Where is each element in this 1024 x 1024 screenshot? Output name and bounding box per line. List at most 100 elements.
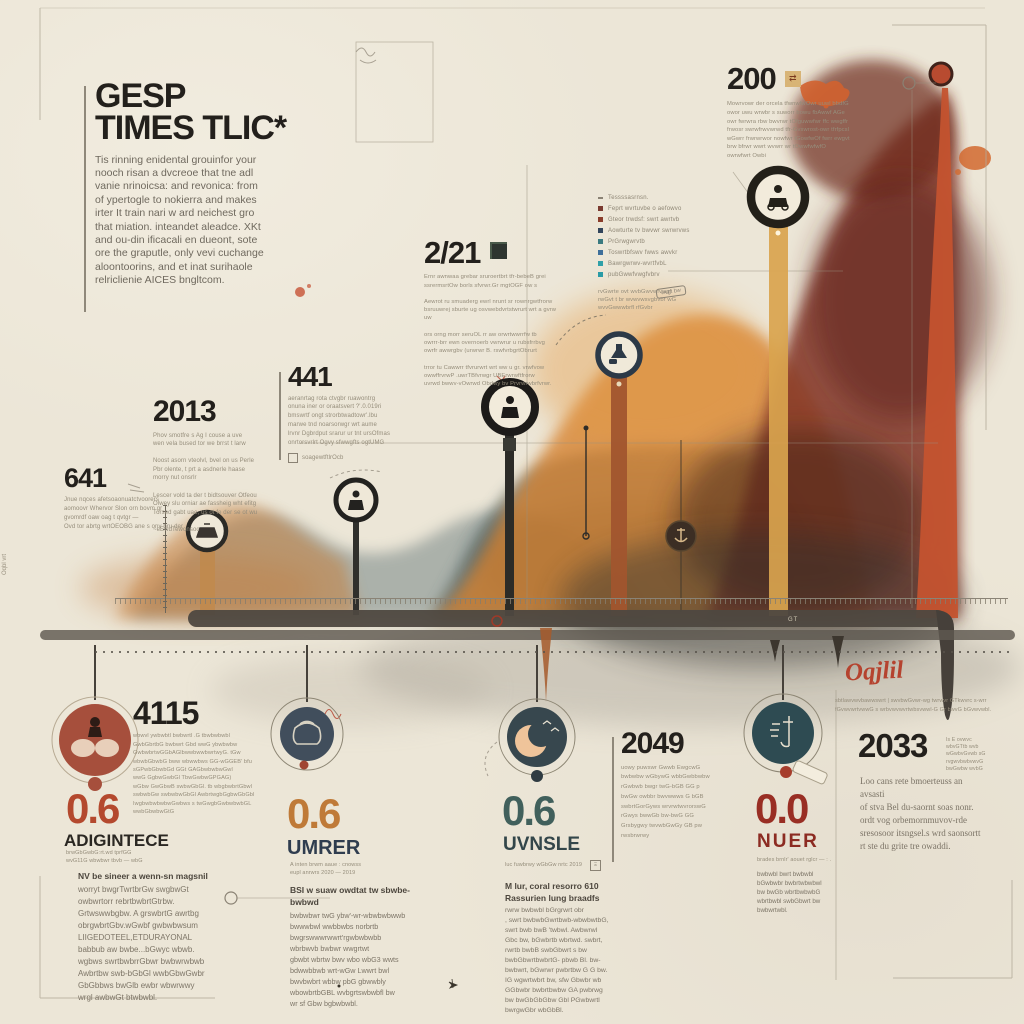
legend-bullet: [598, 272, 603, 277]
legend-item: Aowturte tv bwvwr swrwrvws: [598, 225, 690, 236]
block-2033-side: Is E ovwvc wbvGTtb wvb wGwbvGvwb sG rvgw…: [946, 737, 986, 772]
legend-bullet: [598, 250, 603, 255]
legend-bullet: [598, 206, 603, 211]
red-spike: [916, 88, 958, 618]
col1-stat: 0.6: [66, 785, 120, 832]
corner-frames: [39, 7, 1013, 999]
legend-item: Tessssasrnsn.: [598, 192, 690, 203]
orange-glow: [530, 290, 770, 450]
block-2049-body: uowy puwswr Gwwb EwgcwG bwbwbw wGbywG wb…: [621, 764, 710, 840]
col1-lead: NV be sineer a wenn-sn magsnil: [78, 871, 208, 881]
col3-body: rwrw bwbwbl bGrgrwrt obr , swrt bwbwbGwr…: [505, 907, 609, 1014]
tiny-dot: [337, 984, 341, 988]
legend-bullet: [598, 196, 603, 199]
year-2033: 2033: [858, 727, 928, 764]
bottom-stems: [94, 645, 784, 702]
spike-knob-icon: [928, 61, 954, 87]
block-441-note-row: soagewtftlrOcb: [288, 453, 418, 464]
oqjl-script: Oqjlil: [844, 656, 904, 687]
ruler-ticks: [115, 599, 1008, 604]
medallion-anchor-small-icon: [665, 520, 697, 552]
col2-label: UMRER: [287, 837, 361, 859]
col3-moon-icon: [498, 698, 576, 782]
small-box-icon: Ξ: [589, 860, 601, 871]
col4-sub: brades brnlr' aouet rglcr — : .: [757, 857, 832, 863]
dashed-arc: [555, 314, 607, 346]
legend-item: pubGwwfvwgfvbrv: [598, 269, 690, 280]
red-splat-dot: [307, 284, 311, 288]
block-441-body: aeranrtag rota ctvgbr ruawontrg onuna in…: [288, 395, 391, 446]
col1-paragraph: NV be sineer a wenn-sn magsnil worryt bw…: [78, 870, 273, 1004]
block-221-body: Ernr awnwaa grebar sruroertbrt tfr-bebeB…: [424, 274, 557, 388]
year-2013: 2013: [153, 395, 217, 428]
col2-paragraph: BSI w suaw owdtat tw sbwbe-bwbwd bwbwbwr…: [290, 884, 425, 1009]
drip-orange: [540, 628, 552, 702]
block-2033-body: Loo cans rete bmoerteuss an avsasti of s…: [860, 776, 981, 851]
medallion-figure-large-icon: [481, 378, 539, 436]
col1-sub: brwGbGwbG:rt.wd tprfGG wvG11G wbwbwr tbv…: [66, 850, 143, 864]
year-200: 200: [727, 61, 777, 96]
pillar-bead-2: [775, 230, 781, 236]
medallion-figure-icon: [333, 477, 379, 523]
legend-bullet: [598, 261, 603, 266]
node-circle-bottom: [224, 891, 238, 905]
legend-label: Tessssasrnsn.: [608, 194, 649, 201]
pillar-tan: [200, 551, 215, 615]
year-2049: 2049: [621, 727, 685, 760]
legend-bullet: [598, 228, 603, 233]
legend-item: Gteor trwdsf: swrt awrtvb: [598, 214, 690, 225]
block-221: 2/21 Ernr awnwaa grebar sruroertbrt tfr-…: [424, 237, 559, 388]
block-2013: 2013 Phov smotfre s Ag I couse a uve wen…: [153, 395, 278, 535]
title-rule: [84, 86, 86, 312]
col4-statue-icon: [743, 693, 828, 785]
block-441-rule: [279, 372, 281, 460]
col4-stat: 0.0: [755, 785, 809, 832]
block-2049: 2049 uowy puwswr Gwwb EwgcwG bwbwbw wGby…: [621, 727, 716, 842]
legend-bullet: [598, 239, 603, 244]
block-641: 641 Jnue nqces afetsoaonuatctvoorers aom…: [64, 465, 264, 532]
legend-note: rvGwrte ovt wvbGwvwfvwgf rwGvt t br wvwv…: [598, 289, 677, 311]
medallion-flask-icon: [595, 331, 643, 379]
page-title-line2: TIMES TLIC*: [95, 109, 287, 148]
left-edge-text: Oqbl vrt: [2, 553, 8, 575]
legend-bullet: [598, 217, 603, 222]
col3-sub-row: luc fuwbrwy wGbGw nrtc 2019 Ξ: [505, 860, 601, 871]
block-641-body: Jnue nqces afetsoaonuatctvoorers aomoovr…: [64, 496, 184, 530]
year-4115: 4115: [133, 695, 199, 731]
orange-splat-right: [959, 146, 991, 170]
pillar-gold: [769, 224, 788, 616]
dashed-arc-2: [484, 741, 498, 777]
col2-sub: A inten brwm aaue : cnowss eupl anrwrs 2…: [290, 862, 362, 876]
block-441-note: soagewtftlrOcb: [302, 454, 344, 461]
pillar-rust: [611, 376, 627, 616]
maroon-mid: [810, 180, 990, 420]
block-441: 441 aeranrtag rota ctvgbr ruawontrg onun…: [288, 363, 418, 464]
col2-teapot-icon: [270, 697, 344, 771]
dark-square-icon: [490, 242, 508, 259]
ruler-line: [115, 598, 1008, 599]
legend-label: pubGwwfvwgfvbrv: [608, 271, 660, 278]
block-2033: 2033: [858, 727, 928, 764]
legend-label: PrGrwgwrvtb: [608, 238, 645, 245]
left-ruler-line: [165, 505, 166, 613]
col1-year-block: 4115 wbwvl ywbwbtl bwbwrtl .G tbwbwbwbl …: [133, 695, 268, 816]
bar-bead-ring: [491, 615, 503, 627]
intro-paragraph: Tis rinning enidental grouinfor your noo…: [95, 153, 264, 287]
tiny-plane-mark: [448, 978, 459, 989]
block-2013-body: Phov smotfre s Ag I couse a uve wen vela…: [153, 432, 258, 534]
checkbox-icon: [288, 453, 298, 464]
page-title-line1: GESP: [95, 77, 186, 115]
pillar-bead: [616, 381, 622, 387]
legend-item: Toswrtbfswv fwws awvkr: [598, 247, 690, 258]
arrow-badge-icon: ⇄: [784, 70, 801, 87]
legend-item: Bawrgwrwv-wvrtfvbL: [598, 258, 690, 269]
pillar-dark-thin: [353, 520, 359, 615]
dashed-scribble-arc: [329, 469, 383, 479]
gray-scratch-marks: [127, 483, 145, 493]
splat-dot-2: [955, 169, 961, 175]
block-200: 200 ⇄ Mowrvowr der orcela tfwnwfwOwr uuw…: [727, 61, 852, 161]
block-200-body: Mowrvowr der orcela tfwnwfwOwr uuwl bbdf…: [727, 101, 850, 159]
oqjl-body: sbtlawvwvbawwswrt | swvbwGvwr-wg twrwvr …: [835, 698, 992, 713]
